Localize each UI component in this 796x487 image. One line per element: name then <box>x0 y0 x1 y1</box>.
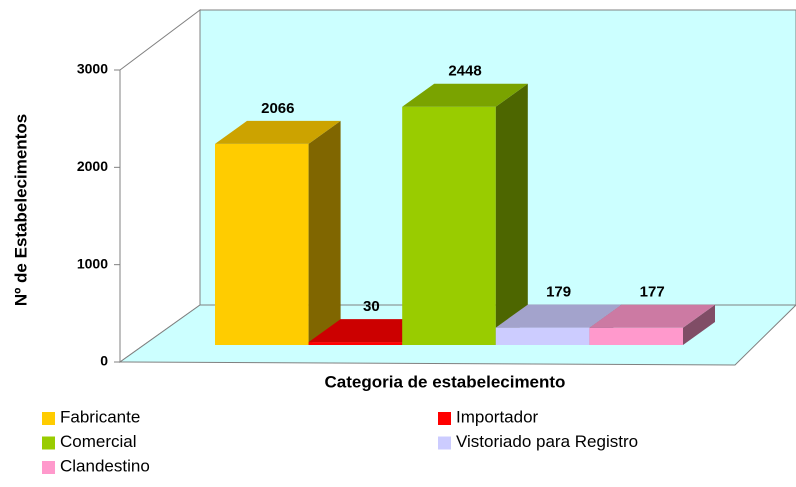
bar-front <box>215 143 309 345</box>
legend-label: Importador <box>456 407 539 426</box>
bar-front <box>495 327 590 345</box>
legend-label: Vistoriado para Registro <box>456 432 638 451</box>
bar-front <box>402 106 496 345</box>
bar-top <box>495 304 622 328</box>
value-label: 177 <box>640 284 665 301</box>
legend-label: Fabricante <box>60 407 140 426</box>
value-label: 2448 <box>448 63 481 80</box>
y-axis-title: Nº de Estabelecimentos <box>11 114 30 306</box>
value-label: 30 <box>363 298 380 315</box>
y-tick-label: 2000 <box>77 158 108 174</box>
x-axis-title: Categoria de estabelecimento <box>325 372 566 391</box>
bar-top <box>402 83 528 107</box>
bar-side <box>495 83 528 345</box>
legend-label: Comercial <box>60 432 137 451</box>
legend-swatch <box>438 412 451 425</box>
legend-swatch <box>42 461 55 474</box>
bar-side <box>308 120 341 345</box>
bar-top <box>589 304 715 328</box>
legend-swatch <box>42 412 55 425</box>
bar-top <box>215 120 341 144</box>
y-tick-label: 1000 <box>77 255 108 271</box>
bar-front <box>589 327 683 345</box>
y-tick-label: 0 <box>100 353 108 369</box>
y-tick-label: 3000 <box>77 61 108 77</box>
bar-front <box>308 342 403 345</box>
legend-swatch <box>438 436 451 450</box>
legend-swatch <box>42 436 55 450</box>
bar-side <box>683 304 715 345</box>
value-label: 179 <box>546 284 571 301</box>
side-wall <box>119 9 201 363</box>
value-label: 2066 <box>261 100 294 117</box>
legend-label: Clandestino <box>60 456 150 475</box>
